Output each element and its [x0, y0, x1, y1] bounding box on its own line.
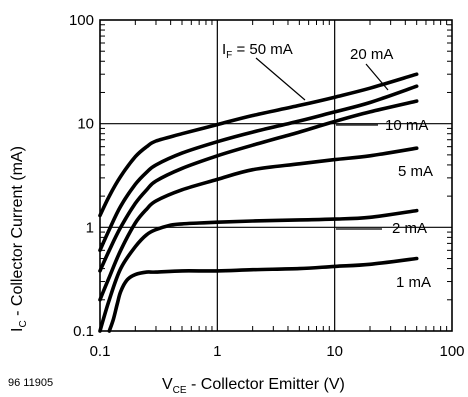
y-tick-label: 0.1 — [73, 323, 94, 340]
leader-line — [255, 57, 306, 101]
curve-labels: IF = 50 mA 20 mA 10 mA 5 mA 2 mA 1 mA — [222, 41, 433, 291]
y-tick-label: 100 — [69, 12, 94, 29]
y-axis-title: IC - Collector Current (mA) — [9, 146, 29, 332]
x-tick-label: 0.1 — [90, 343, 111, 360]
figure-id: 96 11905 — [8, 377, 53, 389]
label-1ma: 1 mA — [396, 274, 431, 291]
y-tick-label: 10 — [77, 116, 94, 133]
curve-20-ma — [98, 84, 419, 253]
x-tick-label: 100 — [439, 343, 464, 360]
label-50ma: IF = 50 mA — [222, 41, 293, 61]
curve-5-ma — [98, 146, 419, 302]
x-tick-label: 10 — [326, 343, 343, 360]
curve-1-ma — [107, 256, 419, 333]
plot-frame — [99, 19, 453, 332]
y-tick-label: 1 — [86, 219, 94, 236]
grid — [99, 19, 453, 332]
curve-10-ma — [98, 99, 419, 273]
x-axis-title: VCE - Collector Emitter (V) — [162, 376, 345, 396]
curve-i-f-50-ma — [98, 72, 419, 218]
leader-line — [365, 63, 389, 91]
curves — [98, 57, 419, 333]
label-10ma: 10 mA — [385, 117, 428, 134]
tick-labels: 0.1 1 10 100 0.1 1 10 100 — [69, 12, 465, 360]
label-20ma: 20 mA — [350, 46, 393, 63]
x-tick-label: 1 — [213, 343, 221, 360]
curve-2-ma — [98, 208, 419, 333]
label-5ma: 5 mA — [398, 163, 433, 180]
label-2ma: 2 mA — [392, 220, 427, 237]
